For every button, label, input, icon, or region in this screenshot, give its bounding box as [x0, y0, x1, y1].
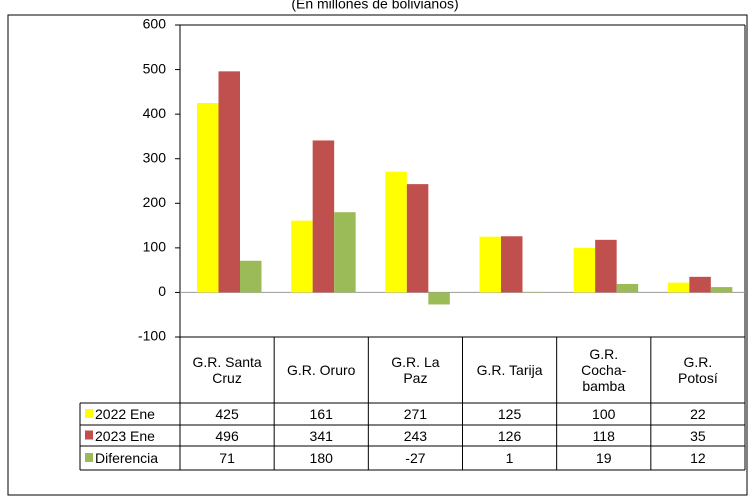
x-tick-label: G.R. Potosí	[678, 354, 718, 386]
y-tick-label: 500	[143, 60, 167, 76]
x-tick-label: G.R. Santa Cruz	[192, 354, 262, 386]
bar	[312, 140, 335, 293]
y-tick-label: 200	[143, 194, 167, 210]
y-tick-label: 100	[143, 239, 167, 255]
y-tick-label: 0	[158, 283, 166, 299]
table-value: 180	[309, 450, 333, 466]
y-tick-label: 400	[143, 105, 167, 121]
bar	[573, 247, 596, 293]
table-value: 126	[497, 427, 522, 444]
bar	[501, 236, 523, 293]
table-value: 125	[497, 406, 522, 422]
y-tick-label: 300	[143, 149, 167, 165]
chart-subtitle: (En millones de bolivianos)	[291, 0, 458, 12]
bar	[595, 239, 617, 293]
bar	[428, 292, 450, 305]
bar	[710, 287, 733, 293]
bar	[334, 212, 356, 293]
legend-swatch	[85, 430, 93, 440]
table-value: 100	[592, 406, 616, 422]
y-tick-label: 600	[143, 16, 167, 32]
bar	[616, 283, 639, 293]
bar	[218, 71, 240, 293]
table-value: 35	[690, 427, 706, 444]
table-value: 71	[219, 450, 235, 466]
table-value: -27	[405, 450, 426, 466]
y-tick-label: -100	[138, 328, 166, 344]
table-value: 271	[403, 406, 428, 422]
legend-label: Diferencia	[95, 450, 159, 466]
legend-label: 2023 Ene	[95, 427, 155, 444]
bar	[479, 236, 501, 293]
x-tick-label: G.R. Cocha- bamba	[581, 346, 627, 394]
x-tick-label: G.R. Tarija	[476, 362, 543, 378]
bar	[385, 171, 407, 293]
table-value: 22	[690, 406, 706, 422]
legend-label: 2022 Ene	[95, 406, 155, 422]
legend-swatch	[85, 453, 93, 462]
bar	[667, 282, 690, 293]
table-value: 425	[215, 406, 239, 422]
table-value: 161	[309, 406, 333, 422]
bar	[291, 220, 313, 293]
bar	[240, 260, 262, 293]
chart-border	[7, 14, 748, 496]
x-tick-label: G.R. La Paz	[391, 354, 440, 386]
table-value: 1	[505, 450, 514, 466]
bar	[197, 103, 219, 293]
table-value: 496	[215, 427, 239, 444]
table-value: 19	[595, 450, 612, 466]
x-tick-label: G.R. Oruro	[287, 362, 356, 378]
bar	[689, 276, 711, 293]
table-value: 12	[690, 450, 706, 466]
table-value: 341	[309, 427, 333, 444]
legend-swatch	[85, 409, 93, 418]
bar	[406, 184, 429, 293]
table-value: 243	[403, 427, 428, 444]
table-value: 118	[592, 427, 615, 444]
